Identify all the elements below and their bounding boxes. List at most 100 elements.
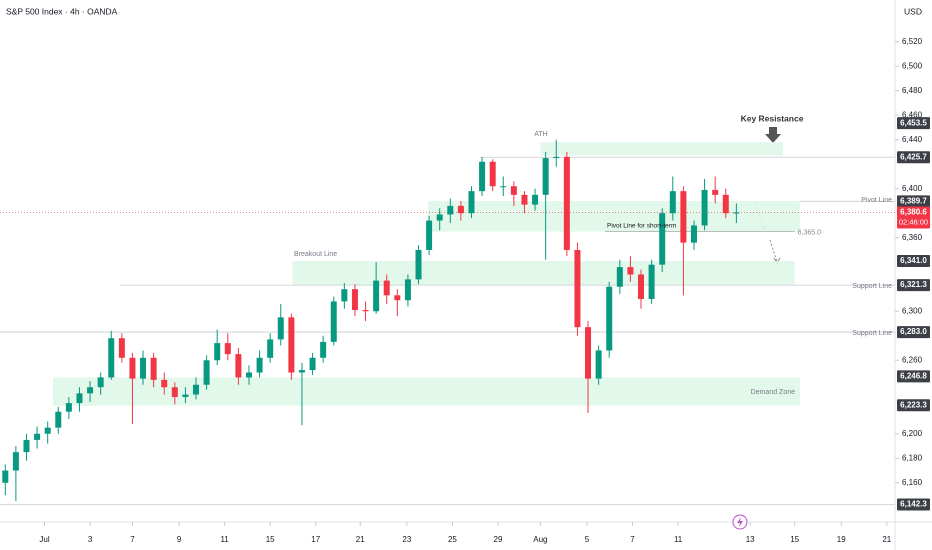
candle-body <box>55 411 62 428</box>
candle-body <box>479 161 486 192</box>
candle-body <box>436 214 443 221</box>
y-tick-label: 6,400 <box>902 184 923 193</box>
countdown: 02:46:00 <box>899 217 928 226</box>
candle-body <box>426 220 433 250</box>
annotation: Pivot Line for short-term <box>607 223 676 230</box>
candle-body <box>648 264 655 299</box>
y-tick-label: 6,460 <box>902 110 923 119</box>
candle-body <box>214 343 221 361</box>
zone <box>428 200 800 232</box>
candle-body <box>2 470 9 483</box>
price-label: 6,142.3 <box>900 500 927 509</box>
annotation: Breakout Line <box>294 251 337 258</box>
annotation: Pivot Line <box>861 197 892 204</box>
y-tick-label: 6,360 <box>902 233 923 242</box>
candle-body <box>309 357 316 371</box>
x-tick-label: 23 <box>402 535 411 544</box>
y-tick-label: 6,180 <box>902 453 923 462</box>
x-tick-label: 15 <box>266 535 275 544</box>
price-label-box <box>897 255 930 267</box>
price-label: 6,453.5 <box>900 118 927 127</box>
price-label-box <box>897 326 930 339</box>
y-tick-label: 6,200 <box>902 429 923 438</box>
x-tick-label: 21 <box>356 535 365 544</box>
candle-body <box>680 191 687 243</box>
candle-body <box>585 327 592 379</box>
candle-body <box>690 225 697 243</box>
candle-body <box>76 393 83 404</box>
price-label: 6,223.3 <box>900 400 927 409</box>
candle-body <box>521 194 528 205</box>
x-tick-label: 11 <box>674 535 683 544</box>
candle-body <box>288 317 295 373</box>
candle-body <box>150 357 157 380</box>
candle-body <box>330 301 337 342</box>
x-tick-label: 5 <box>585 535 590 544</box>
y-tick-label: 6,480 <box>902 86 923 95</box>
x-tick-label: Jul <box>39 535 49 544</box>
candle-body <box>383 280 390 296</box>
candle-body <box>722 194 729 214</box>
candle-body <box>447 205 454 215</box>
candle-body <box>277 317 284 340</box>
candle-body <box>574 249 581 328</box>
annotation: ATH <box>534 131 547 138</box>
candle-body <box>44 427 51 434</box>
annotation: Demand Zone <box>751 389 795 396</box>
candle-body <box>362 310 369 312</box>
y-tick-label: 6,160 <box>902 478 923 487</box>
price-label: 6,425.7 <box>900 152 927 161</box>
x-tick-label: 19 <box>837 535 846 544</box>
candle-body <box>532 194 539 205</box>
x-tick-label: 29 <box>494 535 503 544</box>
resistance-arrow <box>765 127 781 143</box>
x-tick-label: 21 <box>882 535 891 544</box>
candle-body <box>341 289 348 302</box>
candle-body <box>161 379 168 388</box>
x-tick-label: 11 <box>220 535 229 544</box>
candle-body <box>203 360 210 385</box>
candle-body <box>12 452 19 471</box>
zone <box>540 142 783 156</box>
candle-body <box>468 191 475 214</box>
price-label-box <box>897 151 930 164</box>
candle-body <box>712 189 719 195</box>
candle-body <box>87 387 94 394</box>
candle-body <box>267 339 274 358</box>
x-tick-label: 25 <box>448 535 457 544</box>
price-label: 6,283.0 <box>900 327 927 336</box>
candle-body <box>118 338 125 358</box>
x-tick-label: 17 <box>311 535 320 544</box>
candle-body <box>97 377 104 388</box>
candle-body <box>108 338 115 378</box>
y-tick-label: 6,260 <box>902 355 923 364</box>
candle-body <box>638 274 645 299</box>
candle-body <box>542 158 549 195</box>
candle-body <box>733 212 740 214</box>
x-tick-label: 7 <box>630 535 635 544</box>
annotation: Support Line <box>852 330 892 337</box>
candle-body <box>140 357 147 379</box>
candle-body <box>616 267 623 287</box>
candle-body <box>563 156 570 250</box>
candle-body <box>659 213 666 265</box>
y-tick-label: 6,500 <box>902 61 923 70</box>
candle-body <box>320 341 327 358</box>
y-tick-label: 6,440 <box>902 135 923 144</box>
candle-body <box>65 403 72 412</box>
candle-body <box>415 249 422 280</box>
price-label: 6,246.8 <box>900 372 927 381</box>
x-tick-label: 7 <box>130 535 135 544</box>
y-tick-label: 6,520 <box>902 37 923 46</box>
x-tick-label: Aug <box>533 535 547 544</box>
candle-body <box>701 189 708 226</box>
candle-body <box>34 433 41 440</box>
short-term-label: 6,365.0 <box>798 229 821 236</box>
price-label: 6,380.6 <box>900 208 927 217</box>
candle-body <box>500 186 507 188</box>
candle-body <box>23 439 30 453</box>
x-tick-label: 13 <box>746 535 755 544</box>
price-label-box <box>897 117 930 130</box>
candle-body <box>182 394 189 398</box>
candle-body <box>129 357 136 379</box>
